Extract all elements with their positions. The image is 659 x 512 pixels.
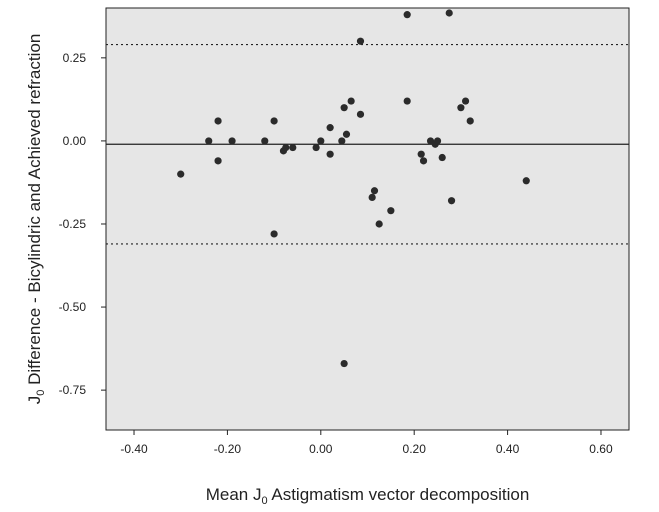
data-point xyxy=(270,117,278,125)
data-point xyxy=(433,137,442,145)
data-point xyxy=(261,137,269,145)
data-point xyxy=(338,137,346,145)
data-point xyxy=(445,9,453,17)
data-point xyxy=(368,193,376,202)
x-tick-label: 0.00 xyxy=(309,442,333,456)
data-point xyxy=(370,187,379,195)
y-axis: -0.75 -0.50 -0.25 0.00 0.25 xyxy=(59,51,106,397)
data-points xyxy=(177,9,530,368)
data-point xyxy=(403,97,411,105)
data-point xyxy=(438,153,446,162)
y-tick-label: 0.25 xyxy=(63,51,87,65)
data-point xyxy=(356,37,365,45)
data-point xyxy=(270,230,278,238)
data-point xyxy=(417,150,425,158)
data-point xyxy=(466,117,474,125)
data-point xyxy=(326,150,334,158)
data-point xyxy=(457,104,465,112)
data-point xyxy=(340,104,348,112)
data-point xyxy=(317,137,325,145)
data-point xyxy=(214,117,222,125)
data-point xyxy=(447,197,456,205)
data-point xyxy=(326,124,334,132)
y-tick-label: -0.50 xyxy=(59,300,87,314)
data-point xyxy=(461,97,470,105)
data-point xyxy=(342,130,351,138)
data-point xyxy=(419,157,428,165)
data-point xyxy=(205,137,213,145)
x-tick-label: 0.20 xyxy=(403,442,427,456)
x-axis-title: Mean J0 Astigmatism vector decomposition xyxy=(206,485,530,507)
data-point xyxy=(522,177,530,185)
x-tick-label: -0.40 xyxy=(120,442,148,456)
y-tick-label: -0.25 xyxy=(59,217,87,231)
data-point xyxy=(214,157,222,165)
x-tick-label: 0.60 xyxy=(589,442,613,456)
data-point xyxy=(403,11,411,19)
x-axis: -0.40 -0.20 0.00 0.20 0.40 0.60 xyxy=(120,430,613,456)
data-point xyxy=(289,143,297,152)
y-axis-title: J0 Difference - Bicylindric and Achieved… xyxy=(25,34,47,405)
x-tick-label: 0.40 xyxy=(496,442,520,456)
reference-lines xyxy=(106,43,629,245)
x-tick-label: -0.20 xyxy=(214,442,242,456)
data-point xyxy=(340,359,348,368)
data-point xyxy=(282,143,290,152)
data-point xyxy=(387,207,395,215)
data-point xyxy=(375,220,383,228)
data-point xyxy=(312,143,320,152)
y-tick-label: -0.75 xyxy=(59,383,87,397)
y-tick-label: 0.00 xyxy=(63,134,87,148)
data-point xyxy=(356,110,365,118)
plot-area xyxy=(105,7,630,431)
data-point xyxy=(228,137,236,145)
data-point xyxy=(347,97,355,105)
data-point xyxy=(177,170,185,178)
